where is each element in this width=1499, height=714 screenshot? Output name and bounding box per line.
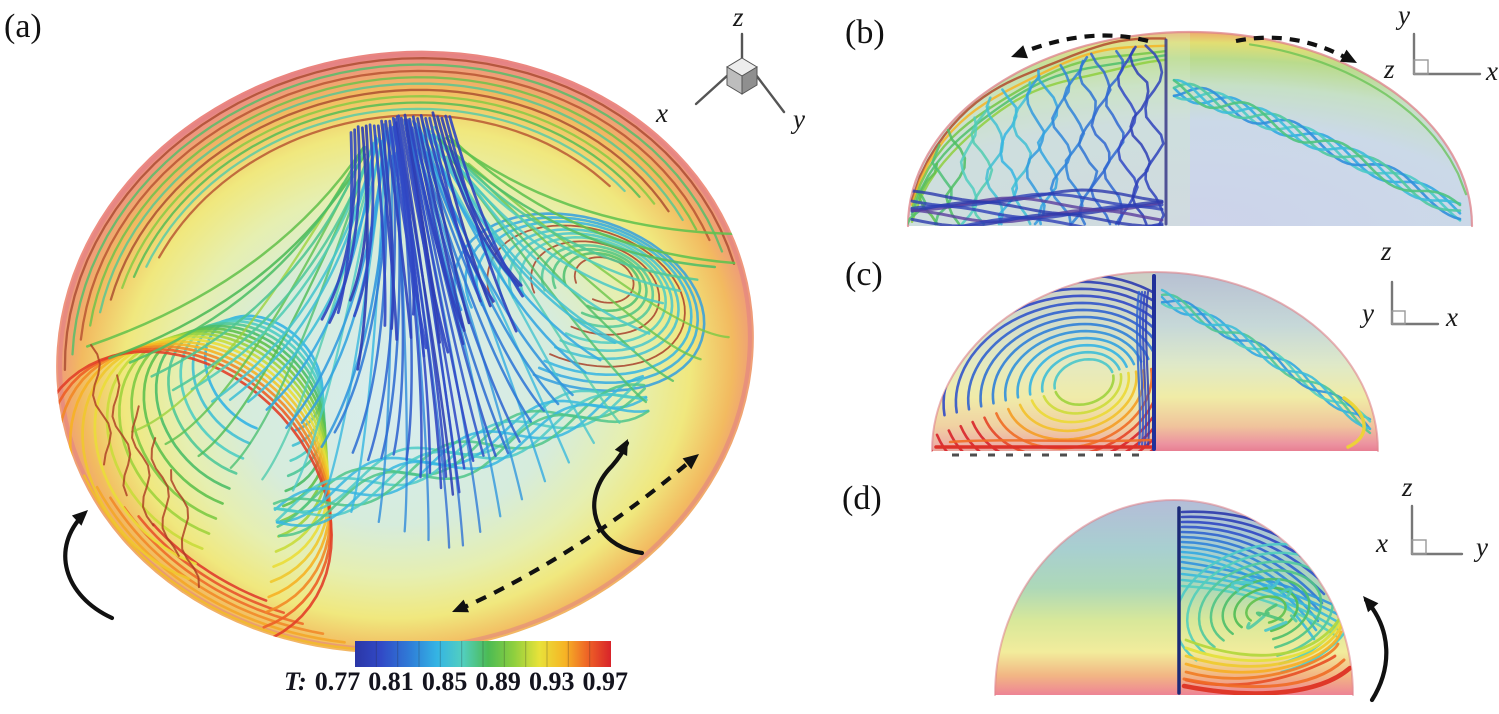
- panel-c-label: (c): [845, 256, 883, 293]
- panel-a-axis-z-label: z: [733, 2, 744, 32]
- colorbar-tick: 0.97: [582, 667, 629, 696]
- panel-b-axis-z-label: z: [1384, 54, 1395, 84]
- panel-b-label: (b): [845, 14, 885, 51]
- panel-b-axis-x-label: x: [1486, 56, 1498, 86]
- colorbar-tick: 0.93: [528, 667, 575, 696]
- colorbar-title: T:: [284, 667, 307, 696]
- panel-d-axis-z-label: z: [1402, 472, 1413, 502]
- colorbar-tick: 0.85: [421, 667, 468, 696]
- panel-c-axis-z-label: z: [1381, 236, 1392, 266]
- panel-a-axis-x-label: x: [656, 98, 668, 128]
- panel-b-axis-y-label: y: [1398, 0, 1410, 30]
- colorbar-tick: 0.77: [314, 667, 361, 696]
- colorbar-tick: 0.81: [368, 667, 414, 696]
- panel-d-axis-x-label: x: [1376, 528, 1388, 558]
- panel-a-label: (a): [4, 8, 42, 45]
- colorbar-labels: T: 0.77 0.81 0.85 0.89 0.93 0.97: [284, 667, 628, 697]
- panel-d-axis-y-label: y: [1476, 532, 1488, 562]
- panel-c-axis-y-label: y: [1362, 298, 1374, 328]
- panel-d-label: (d): [842, 480, 882, 517]
- panel-c-axis-x-label: x: [1446, 302, 1458, 332]
- panel-a-axis-y-label: y: [793, 104, 805, 134]
- colorbar-tick: 0.89: [475, 667, 521, 696]
